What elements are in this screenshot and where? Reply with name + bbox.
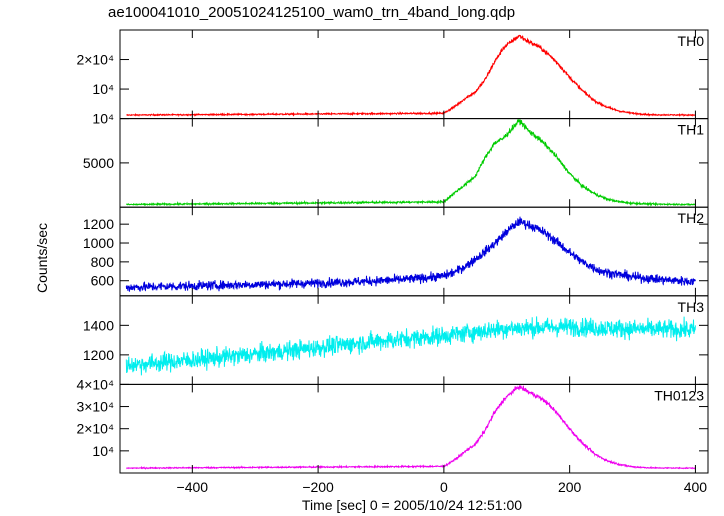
series-th0 bbox=[126, 34, 696, 118]
y-tick-label: 2×10⁴ bbox=[76, 421, 114, 437]
y-tick-label: 4×10⁴ bbox=[76, 376, 114, 392]
panel-label: TH0123 bbox=[654, 387, 704, 403]
x-tick-label: 0 bbox=[440, 479, 448, 495]
x-tick-label: −400 bbox=[177, 479, 209, 495]
y-tick-label: 5000 bbox=[83, 155, 114, 171]
y-tick-label: 1200 bbox=[83, 347, 114, 363]
y-tick-label: 2×10⁴ bbox=[76, 52, 114, 68]
panel-label: TH3 bbox=[678, 299, 705, 315]
y-tick-label: 1200 bbox=[83, 216, 114, 232]
y-tick-label: 600 bbox=[91, 273, 115, 289]
x-axis-label: Time [sec] 0 = 2005/10/24 12:51:00 bbox=[302, 497, 522, 513]
y-tick-label: 800 bbox=[91, 254, 115, 270]
y-tick-label: 10⁴ bbox=[92, 443, 114, 459]
panel-frame-th0 bbox=[119, 29, 709, 120]
x-tick-label: 200 bbox=[558, 479, 582, 495]
y-tick-label: 3×10⁴ bbox=[76, 399, 114, 415]
y-tick-label: 10⁴ bbox=[92, 81, 114, 97]
y-tick-label: 1000 bbox=[83, 235, 114, 251]
series-th1 bbox=[126, 118, 696, 207]
panel-frame-th0123 bbox=[119, 383, 709, 474]
x-tick-label: −200 bbox=[302, 479, 334, 495]
y-tick-label: 1400 bbox=[83, 317, 114, 333]
y-tick-label: 10⁴ bbox=[92, 111, 114, 127]
x-tick-label: 400 bbox=[684, 479, 708, 495]
series-th0123 bbox=[126, 385, 696, 470]
panel-label: TH2 bbox=[678, 210, 705, 226]
series-th3 bbox=[125, 316, 696, 376]
panel-label: TH1 bbox=[678, 122, 705, 138]
chart-title: ae100041010_20051024125100_wam0_trn_4ban… bbox=[108, 4, 515, 21]
y-axis-label: Counts/sec bbox=[34, 223, 50, 293]
panel-frame-th1 bbox=[119, 118, 709, 208]
panel-label: TH0 bbox=[678, 33, 705, 49]
panels: 10⁴ 2×10⁴ TH0 5000 10⁴ TH1 600 800 1000 1200 TH2 12… bbox=[76, 29, 709, 495]
series-th2 bbox=[125, 216, 696, 292]
